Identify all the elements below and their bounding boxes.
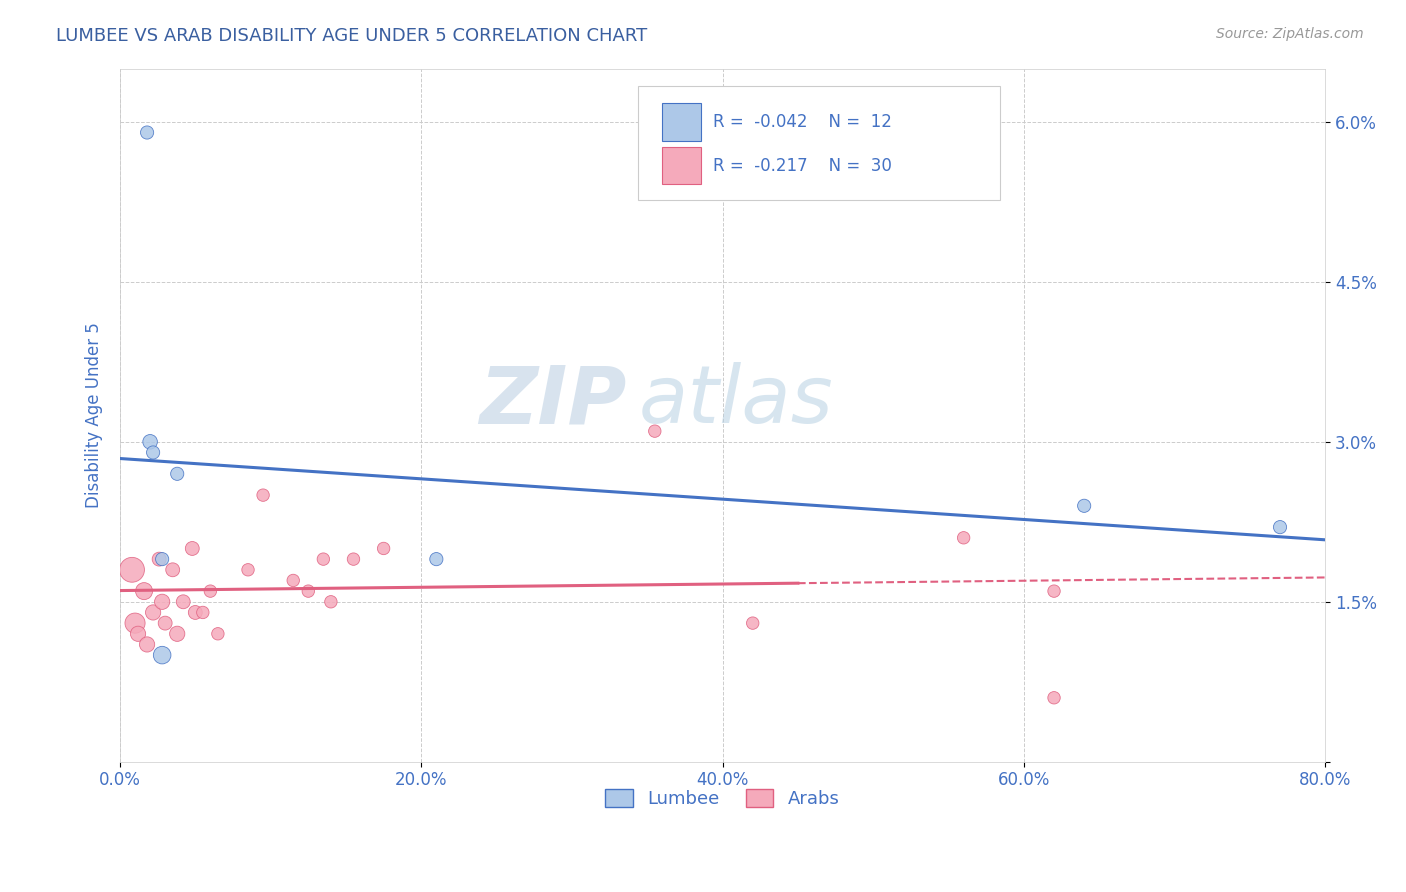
- Text: Source: ZipAtlas.com: Source: ZipAtlas.com: [1216, 27, 1364, 41]
- Point: [150, 648, 173, 662]
- Point: [166, 467, 188, 481]
- Point: [124, 616, 146, 631]
- FancyBboxPatch shape: [662, 103, 702, 141]
- Point: [236, 563, 259, 577]
- Point: [153, 616, 176, 631]
- Point: [172, 595, 194, 609]
- Point: [312, 552, 335, 566]
- Point: [1043, 584, 1066, 599]
- Text: R =  -0.217    N =  30: R = -0.217 N = 30: [713, 157, 891, 175]
- Point: [1073, 499, 1095, 513]
- Point: [132, 584, 155, 599]
- Point: [342, 552, 364, 566]
- Point: [207, 627, 229, 641]
- Point: [283, 574, 305, 588]
- Point: [142, 445, 165, 459]
- FancyBboxPatch shape: [662, 147, 702, 185]
- Point: [127, 627, 149, 641]
- Point: [644, 424, 666, 438]
- Point: [319, 595, 342, 609]
- Point: [252, 488, 274, 502]
- Point: [121, 563, 143, 577]
- Point: [136, 126, 159, 140]
- Y-axis label: Disability Age Under 5: Disability Age Under 5: [86, 322, 103, 508]
- Point: [142, 606, 165, 620]
- Point: [150, 552, 173, 566]
- Point: [952, 531, 974, 545]
- Text: LUMBEE VS ARAB DISABILITY AGE UNDER 5 CORRELATION CHART: LUMBEE VS ARAB DISABILITY AGE UNDER 5 CO…: [56, 27, 648, 45]
- Point: [425, 552, 447, 566]
- Text: ZIP: ZIP: [479, 362, 626, 441]
- Point: [200, 584, 222, 599]
- Point: [191, 606, 214, 620]
- Point: [150, 595, 173, 609]
- Point: [1268, 520, 1291, 534]
- Point: [139, 434, 162, 449]
- Legend: Lumbee, Arabs: Lumbee, Arabs: [598, 781, 846, 815]
- Point: [166, 627, 188, 641]
- Point: [297, 584, 319, 599]
- Point: [162, 563, 184, 577]
- Point: [741, 616, 763, 631]
- Point: [136, 637, 159, 651]
- Point: [148, 552, 170, 566]
- Point: [184, 606, 207, 620]
- Text: R =  -0.042    N =  12: R = -0.042 N = 12: [713, 113, 891, 131]
- Point: [373, 541, 395, 556]
- Point: [1043, 690, 1066, 705]
- Point: [181, 541, 204, 556]
- Text: atlas: atlas: [638, 362, 832, 441]
- FancyBboxPatch shape: [638, 86, 1000, 200]
